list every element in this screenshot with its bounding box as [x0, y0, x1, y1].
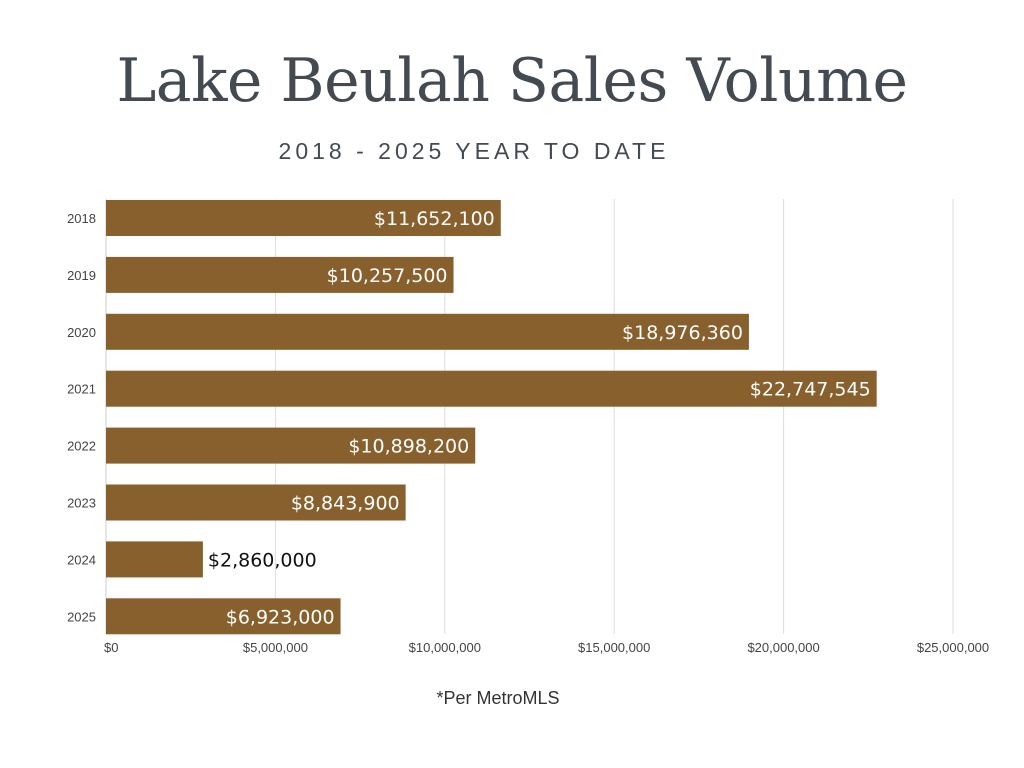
x-tick-label: $25,000,000: [917, 640, 989, 655]
data-label-2020: $18,976,360: [622, 322, 743, 344]
chart-title: Lake Beulah Sales Volume: [116, 46, 908, 116]
y-tick-label: 2018: [67, 211, 96, 226]
x-tick-label: $0: [104, 640, 118, 655]
data-labels: $11,652,100 $10,257,500 $18,976,360 $22,747…: [208, 208, 871, 628]
data-label-2024: $2,860,000: [208, 549, 317, 571]
bars: [106, 200, 877, 635]
x-tick-label: $20,000,000: [747, 640, 819, 655]
y-tick-label: 2020: [67, 325, 96, 340]
x-tick-label: $5,000,000: [243, 640, 308, 655]
bar-2024: [106, 541, 203, 578]
data-label-2021: $22,747,545: [750, 379, 871, 401]
bar-2023: [106, 484, 406, 521]
data-label-2022: $10,898,200: [348, 436, 469, 458]
y-tick-label: 2025: [67, 609, 96, 624]
x-tick-label: $15,000,000: [578, 640, 650, 655]
data-label-2025: $6,923,000: [226, 606, 335, 628]
y-tick-label: 2019: [67, 268, 96, 283]
footnote: *Per MetroMLS: [436, 688, 560, 708]
y-tick-label: 2022: [67, 439, 96, 454]
x-axis-tick-labels: $0 $5,000,000 $10,000,000 $15,000,000 $20,00…: [104, 640, 989, 655]
bar-2020: [106, 313, 749, 350]
bar-2018: [106, 200, 501, 236]
data-label-2018: $11,652,100: [374, 208, 495, 230]
y-tick-label: 2024: [67, 552, 96, 567]
data-label-2019: $10,257,500: [327, 265, 448, 287]
bar-2019: [106, 256, 454, 293]
bar-2022: [106, 427, 476, 464]
data-label-2023: $8,843,900: [291, 493, 400, 515]
y-tick-label: 2021: [67, 382, 96, 397]
y-axis-tick-labels: 2018 2019 2020 2021 2022 2023 2024 2025: [67, 211, 96, 624]
bar-2025: [106, 598, 341, 635]
chart-subtitle: 2018 - 2025 YEAR TO DATE: [278, 138, 670, 164]
x-tick-label: $10,000,000: [409, 640, 481, 655]
bar-2021: [106, 370, 877, 407]
y-tick-label: 2023: [67, 496, 96, 511]
